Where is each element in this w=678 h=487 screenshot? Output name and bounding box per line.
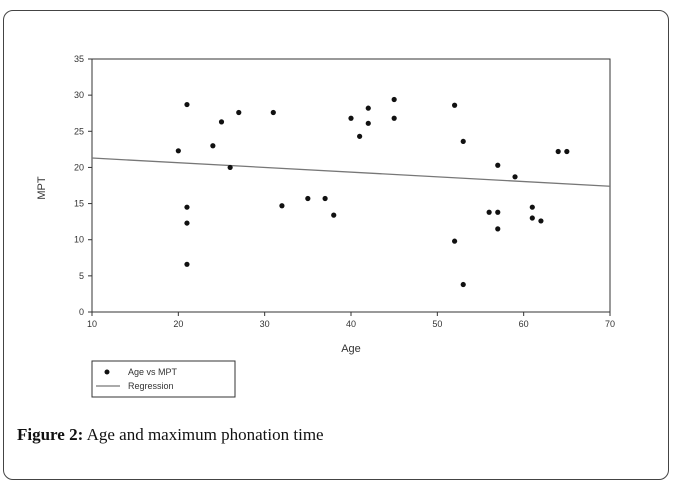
data-point	[392, 97, 397, 102]
data-point	[228, 165, 233, 170]
plot-area	[92, 59, 610, 312]
caption-text: Age and maximum phonation time	[83, 425, 323, 444]
y-tick-label: 0	[79, 307, 84, 317]
data-point	[530, 215, 535, 220]
data-points	[176, 97, 570, 287]
data-point	[366, 106, 371, 111]
data-point	[236, 110, 241, 115]
y-tick-label: 30	[74, 90, 84, 100]
x-tick-label: 20	[173, 319, 183, 329]
regression-line-group	[92, 158, 610, 186]
data-point	[210, 143, 215, 148]
data-point	[461, 139, 466, 144]
data-point	[323, 196, 328, 201]
legend-label-scatter: Age vs MPT	[128, 367, 178, 377]
data-point	[487, 210, 492, 215]
data-point	[495, 226, 500, 231]
legend-marker-scatter	[105, 370, 110, 375]
data-point	[495, 210, 500, 215]
data-point	[512, 174, 517, 179]
y-axis-title: MPT	[36, 176, 48, 200]
x-tick-label: 40	[346, 319, 356, 329]
data-point	[495, 163, 500, 168]
data-point	[176, 148, 181, 153]
data-point	[564, 149, 569, 154]
data-point	[184, 102, 189, 107]
data-point	[184, 205, 189, 210]
data-point	[219, 119, 224, 124]
y-tick-label: 35	[74, 54, 84, 64]
data-point	[461, 282, 466, 287]
y-tick-label: 25	[74, 126, 84, 136]
plot-border	[92, 59, 610, 312]
data-point	[538, 218, 543, 223]
y-tick-label: 20	[74, 162, 84, 172]
data-point	[331, 213, 336, 218]
y-tick-label: 15	[74, 199, 84, 209]
y-tick-label: 5	[79, 271, 84, 281]
figure-caption: Figure 2: Age and maximum phonation time	[17, 425, 324, 445]
data-point	[184, 220, 189, 225]
data-point	[452, 239, 457, 244]
legend: Age vs MPT Regression	[92, 361, 235, 397]
data-point	[279, 203, 284, 208]
data-point	[357, 134, 362, 139]
data-point	[556, 149, 561, 154]
data-point	[305, 196, 310, 201]
data-point	[348, 116, 353, 121]
x-tick-label: 30	[260, 319, 270, 329]
x-tick-label: 50	[432, 319, 442, 329]
data-point	[392, 116, 397, 121]
x-tick-label: 60	[519, 319, 529, 329]
data-point	[366, 121, 371, 126]
regression-line	[92, 158, 610, 186]
data-point	[452, 103, 457, 108]
caption-label: Figure 2:	[17, 425, 83, 444]
legend-label-regression: Regression	[128, 381, 174, 391]
y-tick-label: 10	[74, 235, 84, 245]
x-tick-label: 70	[605, 319, 615, 329]
axis-ticks: 10 20 30 40 50 60 70 0 5 10 15 20 25 30 35	[74, 54, 615, 329]
data-point	[184, 262, 189, 267]
x-axis-title: Age	[341, 343, 361, 355]
data-point	[530, 205, 535, 210]
x-tick-label: 10	[87, 319, 97, 329]
data-point	[271, 110, 276, 115]
